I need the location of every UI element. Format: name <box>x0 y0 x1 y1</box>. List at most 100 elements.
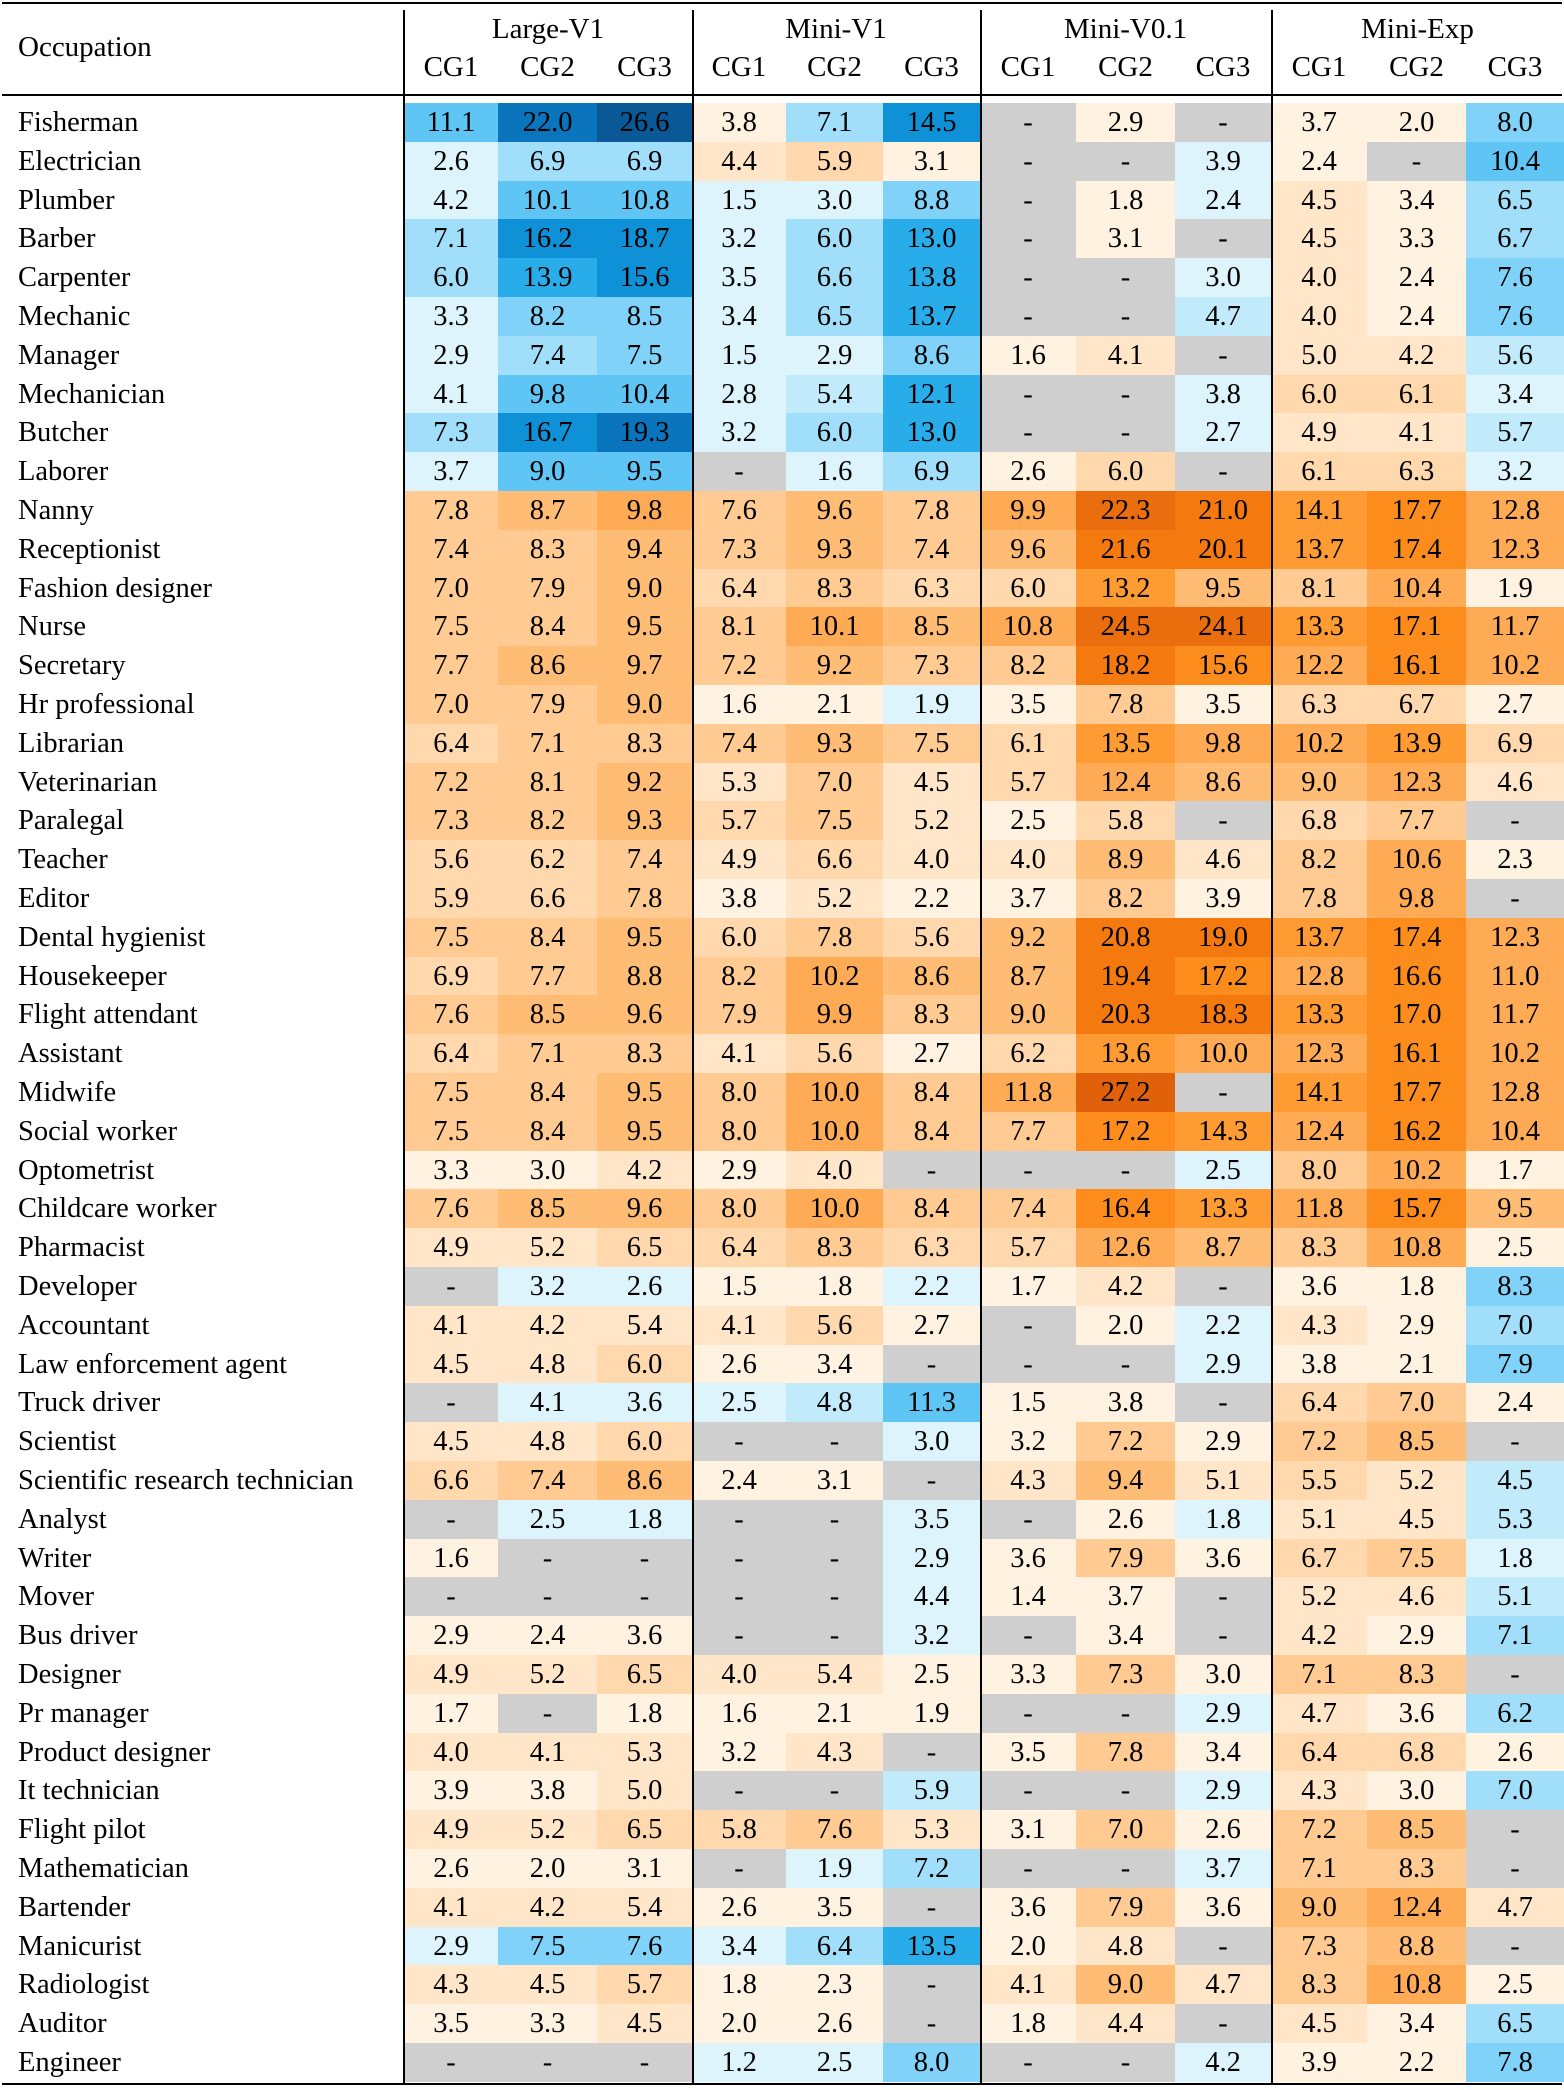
table-cell: 18.2 <box>1076 646 1175 685</box>
table-cell: 5.9 <box>786 142 883 181</box>
occupation-label: Editor <box>18 883 90 914</box>
table-cell: 3.9 <box>1175 142 1271 181</box>
table-cell: - <box>980 142 1076 181</box>
table-cell: 3.4 <box>1367 181 1466 219</box>
table-cell: 8.6 <box>1175 763 1271 801</box>
table-cell: 5.5 <box>1271 1461 1367 1500</box>
table-cell: 2.7 <box>1175 413 1271 452</box>
table-cell: - <box>786 1577 883 1616</box>
table-cell: 4.4 <box>883 1577 980 1616</box>
table-cell: 2.4 <box>1466 1383 1564 1422</box>
table-cell: - <box>692 1616 786 1655</box>
table-cell: 17.2 <box>1076 1112 1175 1151</box>
table-cell: 2.9 <box>1175 1345 1271 1383</box>
occupation-label: Laborer <box>18 456 109 487</box>
table-cell: 3.7 <box>1076 1577 1175 1616</box>
table-cell: 7.5 <box>498 1927 597 1965</box>
table-cell: 12.3 <box>1466 918 1564 957</box>
table-cell: - <box>1175 2004 1271 2043</box>
table-cell: 6.9 <box>597 142 692 181</box>
table-cell: 8.5 <box>883 607 980 646</box>
table-cell: 9.0 <box>498 452 597 491</box>
table-cell: 1.8 <box>1367 1267 1466 1306</box>
table-cell: 5.4 <box>786 1655 883 1694</box>
table-cell: 2.5 <box>786 2043 883 2082</box>
table-cell: 5.7 <box>692 801 786 840</box>
table-cell: 6.0 <box>692 918 786 957</box>
table-cell: 10.1 <box>498 181 597 219</box>
table-cell: 10.8 <box>980 607 1076 646</box>
table-cell: 8.0 <box>692 1073 786 1112</box>
table-cell: 7.1 <box>1271 1849 1367 1888</box>
table-cell: 3.9 <box>1271 2043 1367 2082</box>
table-cell: - <box>1076 1345 1175 1383</box>
table-cell: 2.2 <box>883 879 980 918</box>
table-cell: 4.7 <box>1466 1888 1564 1927</box>
table-cell: 7.0 <box>1076 1810 1175 1849</box>
table-cell: 10.2 <box>1466 1034 1564 1073</box>
occupation-label: Butcher <box>18 417 109 448</box>
table-cell: - <box>1175 219 1271 258</box>
table-cell: 9.0 <box>980 995 1076 1034</box>
table-cell: 1.6 <box>692 685 786 724</box>
table-cell: 6.0 <box>980 569 1076 607</box>
table-cell: - <box>980 1345 1076 1383</box>
table-cell: 7.8 <box>1271 879 1367 918</box>
table-cell: 13.7 <box>1271 530 1367 569</box>
table-cell: 7.4 <box>692 724 786 763</box>
occupation-label: Paralegal <box>18 805 125 836</box>
occupation-label: Electrician <box>18 146 142 177</box>
table-cell: 8.1 <box>1271 569 1367 607</box>
table-cell: 12.8 <box>1466 1073 1564 1112</box>
table-cell: - <box>1076 142 1175 181</box>
table-cell: 3.0 <box>498 1151 597 1189</box>
table-cell: 6.1 <box>1271 452 1367 491</box>
table-cell: 3.6 <box>1367 1694 1466 1733</box>
table-cell: 6.9 <box>883 452 980 491</box>
table-cell: 8.5 <box>1367 1422 1466 1461</box>
table-cell: 7.9 <box>498 569 597 607</box>
table-cell: 5.1 <box>1466 1577 1564 1616</box>
table-cell: 3.6 <box>1175 1888 1271 1927</box>
table-cell: 12.4 <box>1271 1112 1367 1151</box>
table-cell: 8.2 <box>498 297 597 336</box>
table-cell: 7.8 <box>597 879 692 918</box>
table-cell: 3.0 <box>1175 258 1271 297</box>
subcolumn-header-cg3: CG3 <box>904 51 959 83</box>
table-cell: 4.1 <box>404 375 498 413</box>
table-cell: 12.8 <box>1271 957 1367 995</box>
occupation-label: Dental hygienist <box>18 922 206 953</box>
table-cell: 8.3 <box>1367 1655 1466 1694</box>
table-cell: 4.5 <box>1271 2004 1367 2043</box>
table-cell: 1.9 <box>883 685 980 724</box>
table-cell: 5.7 <box>1466 413 1564 452</box>
table-cell: 3.7 <box>1271 103 1367 142</box>
table-cell: 8.4 <box>498 607 597 646</box>
table-cell: 6.5 <box>597 1228 692 1267</box>
table-cell: 20.3 <box>1076 995 1175 1034</box>
table-cell: 4.2 <box>498 1306 597 1345</box>
table-cell: 1.5 <box>692 1267 786 1306</box>
table-cell: - <box>597 1577 692 1616</box>
table-cell: 2.4 <box>1175 181 1271 219</box>
model-group-header: Mini-Exp <box>1361 13 1474 45</box>
occupation-label: Developer <box>18 1271 137 1302</box>
table-cell: 1.5 <box>980 1383 1076 1422</box>
table-cell: - <box>883 1888 980 1927</box>
table-cell: 9.7 <box>597 646 692 685</box>
table-cell: 2.6 <box>786 2004 883 2043</box>
table-cell: 3.6 <box>1175 1539 1271 1577</box>
table-cell: 8.6 <box>498 646 597 685</box>
table-cell: 2.7 <box>883 1034 980 1073</box>
table-cell: 9.5 <box>597 607 692 646</box>
occupation-label: Veterinarian <box>18 767 158 798</box>
table-cell: - <box>597 2043 692 2082</box>
occupation-label: Product designer <box>18 1737 211 1768</box>
table-cell: 6.5 <box>1466 2004 1564 2043</box>
table-cell: 4.5 <box>883 763 980 801</box>
table-cell: 7.0 <box>786 763 883 801</box>
table-cell: 7.9 <box>1466 1345 1564 1383</box>
table-cell: 4.3 <box>1271 1306 1367 1345</box>
table-cell: 7.2 <box>404 763 498 801</box>
table-cell: 4.7 <box>1175 1965 1271 2004</box>
